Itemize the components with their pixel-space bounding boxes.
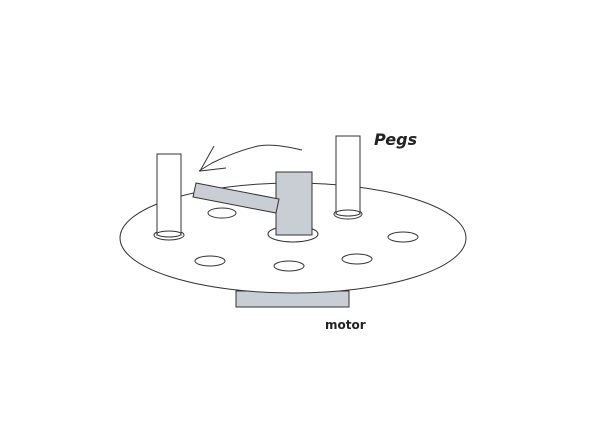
peg-right-base (335, 209, 361, 217)
center-hub (275, 171, 313, 236)
pegs-label: Pegs (374, 130, 417, 149)
peg-right-body (335, 135, 361, 215)
rotation-arrow (198, 144, 303, 172)
peg-right (335, 135, 361, 217)
disc-hole (194, 255, 226, 267)
disc-hole (273, 260, 305, 272)
peg-left (156, 153, 182, 238)
peg-left-base (156, 230, 182, 238)
rotation-arrow-head (199, 145, 227, 172)
disc-hole (341, 253, 373, 265)
disc-hole (207, 207, 237, 219)
motor-label: motor (325, 318, 366, 332)
rotation-arrow-shaft (198, 144, 303, 172)
pivot-arm (192, 182, 280, 214)
peg-left-body (156, 153, 182, 236)
disc-hole (387, 231, 419, 243)
